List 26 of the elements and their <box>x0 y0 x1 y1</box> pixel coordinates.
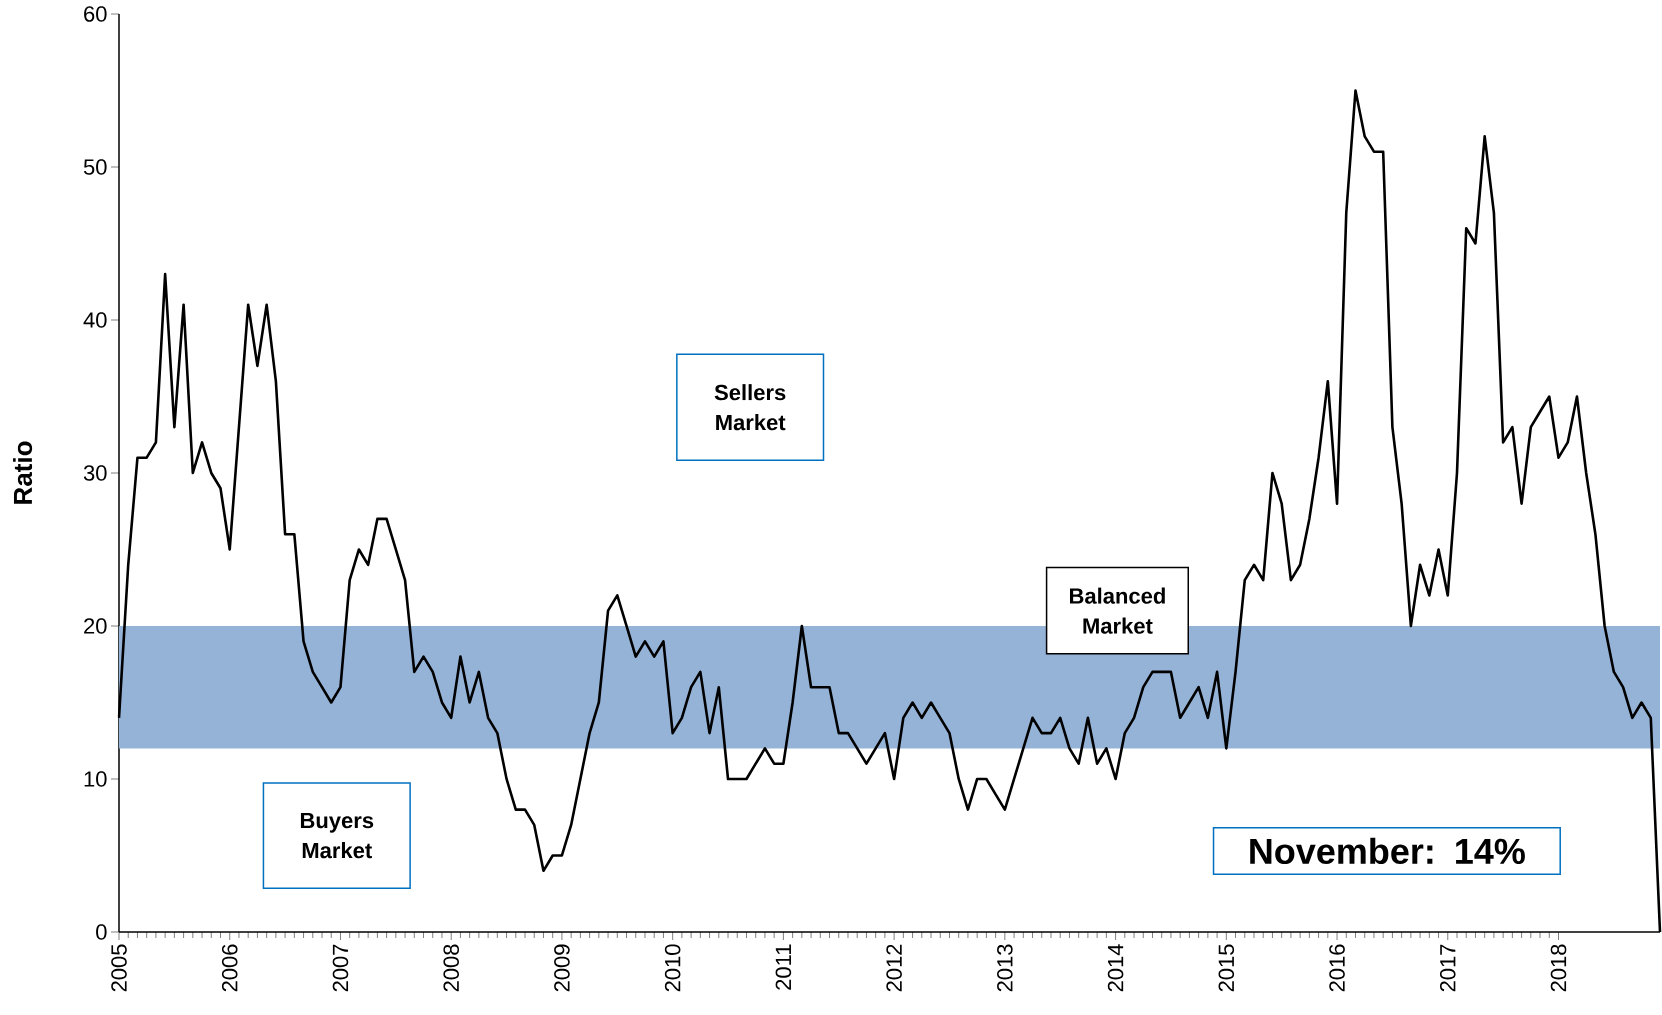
x-tick-label: 2008 <box>443 944 459 992</box>
x-tick-label: 2011 <box>775 944 792 990</box>
y-tick-label: 10 <box>84 771 107 787</box>
x-tick-label: 2013 <box>997 944 1013 992</box>
x-tick-label: 2018 <box>1550 944 1567 992</box>
x-tick-label: 2006 <box>221 944 238 992</box>
y-tick-label: 40 <box>83 312 107 328</box>
x-tick-label: 2016 <box>1329 944 1345 992</box>
x-tick-label: 2010 <box>664 944 681 992</box>
y-tick-label: 30 <box>83 465 107 481</box>
x-tick-label: 2017 <box>1439 944 1456 992</box>
y-tick-label: 50 <box>83 159 107 175</box>
y-tick-label: 0 <box>96 924 107 940</box>
y-axis-title: Ratio <box>13 441 33 504</box>
annotation: Buyers Market <box>300 812 374 859</box>
x-tick-label: 2009 <box>554 944 570 992</box>
y-tick-label: 60 <box>84 6 107 22</box>
annotation: Sellers Market <box>714 384 786 431</box>
x-tick-label: 2007 <box>332 944 349 992</box>
x-tick-label: 2014 <box>1107 944 1124 992</box>
x-tick-label: 2012 <box>886 944 902 992</box>
x-tick-label: 2005 <box>111 944 127 992</box>
annotation: Balanced Market <box>1069 587 1165 634</box>
annotation: November: 14% <box>1250 837 1525 865</box>
x-tick-label: 2015 <box>1218 944 1235 992</box>
y-tick-label: 20 <box>84 618 107 634</box>
